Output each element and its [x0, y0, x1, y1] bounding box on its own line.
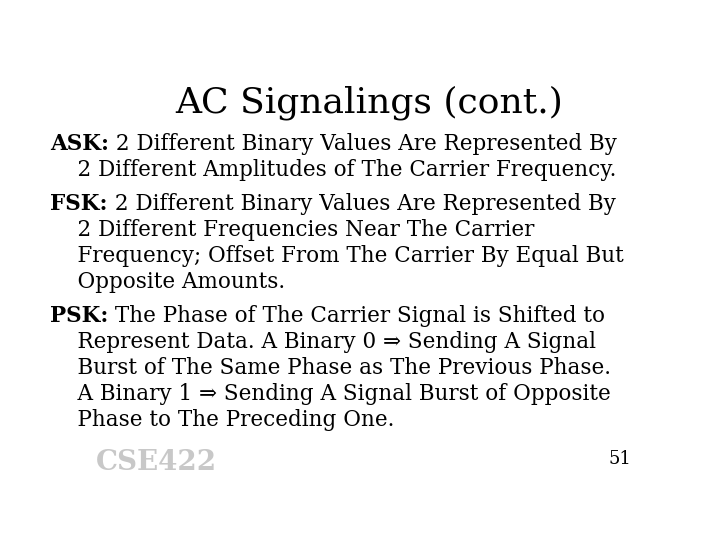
Text: FSK:: FSK:	[50, 193, 107, 215]
Text: 2 Different Binary Values Are Represented By: 2 Different Binary Values Are Represente…	[107, 193, 616, 215]
Text: Burst of The Same Phase as The Previous Phase.: Burst of The Same Phase as The Previous …	[50, 357, 611, 379]
Text: AC Signalings (cont.): AC Signalings (cont.)	[175, 85, 563, 120]
Text: The Phase of The Carrier Signal is Shifted to: The Phase of The Carrier Signal is Shift…	[109, 305, 606, 327]
Text: Frequency; Offset From The Carrier By Equal But: Frequency; Offset From The Carrier By Eq…	[50, 245, 624, 267]
Text: PSK:: PSK:	[50, 305, 109, 327]
Text: 51: 51	[608, 450, 631, 468]
Text: Phase to The Preceding One.: Phase to The Preceding One.	[50, 409, 395, 431]
Text: ASK:: ASK:	[50, 133, 109, 155]
Text: 2 Different Amplitudes of The Carrier Frequency.: 2 Different Amplitudes of The Carrier Fr…	[50, 159, 616, 181]
Text: CSE422: CSE422	[96, 449, 217, 476]
Text: Represent Data. A Binary 0 ⇒ Sending A Signal: Represent Data. A Binary 0 ⇒ Sending A S…	[50, 331, 596, 353]
Text: 2 Different Binary Values Are Represented By: 2 Different Binary Values Are Represente…	[109, 133, 617, 155]
Text: 2 Different Frequencies Near The Carrier: 2 Different Frequencies Near The Carrier	[50, 219, 534, 241]
Text: Opposite Amounts.: Opposite Amounts.	[50, 271, 285, 293]
Text: A Binary 1 ⇒ Sending A Signal Burst of Opposite: A Binary 1 ⇒ Sending A Signal Burst of O…	[50, 383, 611, 405]
